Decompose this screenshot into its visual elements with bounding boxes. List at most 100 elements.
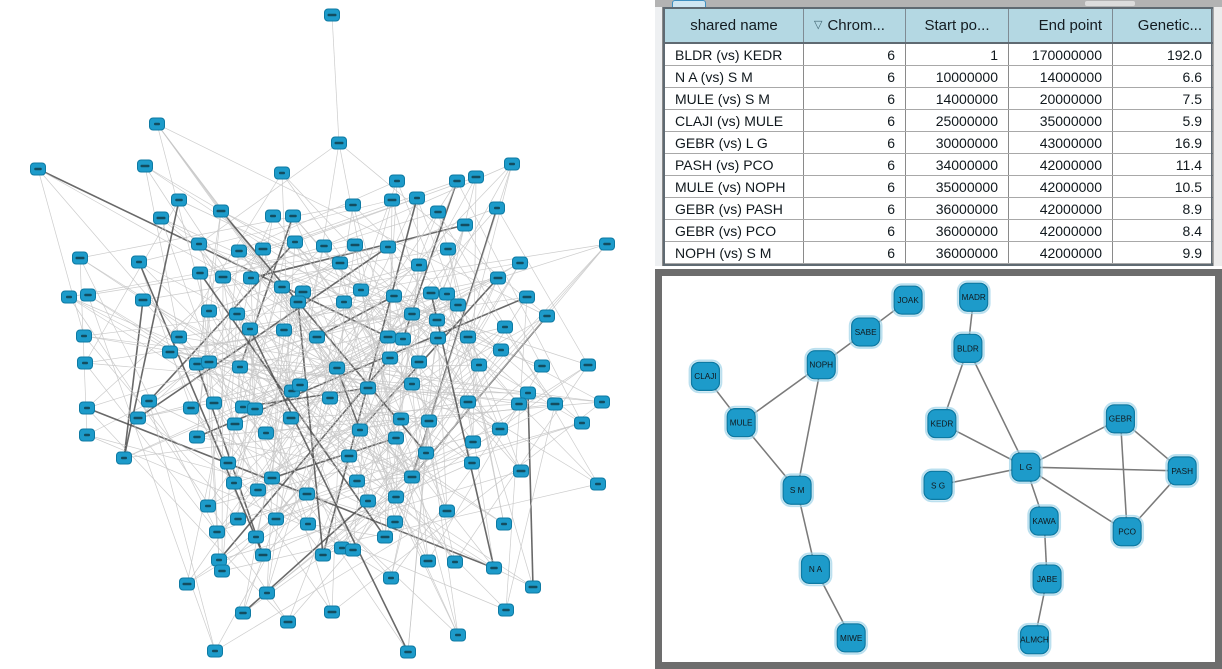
network-node[interactable] [347,238,363,252]
column-header[interactable]: Genetic... [1113,9,1213,42]
table-cell[interactable]: 36000000 [906,198,1009,219]
network-node-kawa[interactable]: KAWA [1027,504,1062,538]
table-cell[interactable]: 8.9 [1113,198,1213,219]
network-node-sg[interactable]: S G [921,468,955,503]
horizontal-scrollbar-thumb[interactable] [1085,1,1135,6]
network-node[interactable] [423,286,439,300]
network-node[interactable] [207,644,223,658]
network-node[interactable] [468,170,484,184]
table-row[interactable]: NOPH (vs) S M 6 36000000 42000000 9.9 [665,242,1213,264]
network-node[interactable] [295,285,311,299]
network-node[interactable] [72,251,88,265]
network-node[interactable] [283,411,299,425]
network-node[interactable] [209,525,225,539]
table-cell[interactable]: 43000000 [1009,132,1113,153]
table-cell[interactable]: 10000000 [906,66,1009,87]
table-row[interactable]: GEBR (vs) PCO 6 36000000 42000000 8.4 [665,220,1213,242]
network-edge[interactable] [967,348,1027,468]
table-cell[interactable]: N A (vs) S M [665,66,804,87]
network-node[interactable] [179,577,195,591]
table-cell[interactable]: 36000000 [906,220,1009,241]
network-node[interactable] [420,554,436,568]
network-node[interactable] [590,477,606,491]
network-node[interactable] [171,330,187,344]
network-node[interactable] [520,386,536,400]
network-node[interactable] [388,431,404,445]
network-node-jabe[interactable]: JABE [1030,562,1064,596]
network-node[interactable] [131,255,147,269]
network-node[interactable] [77,356,93,370]
network-node-sabe[interactable]: SABE [848,315,883,349]
network-node[interactable] [76,329,92,343]
table-cell[interactable]: 34000000 [906,154,1009,175]
table-row[interactable]: CLAJI (vs) MULE 6 25000000 35000000 5.9 [665,110,1213,132]
network-node[interactable] [189,357,205,371]
network-node[interactable] [280,615,296,629]
network-node-bldr[interactable]: BLDR [951,331,985,366]
network-node[interactable] [418,446,434,460]
table-cell[interactable]: 11.4 [1113,154,1213,175]
network-node[interactable] [580,358,596,372]
table-cell[interactable]: 35000000 [1009,110,1113,131]
column-header[interactable]: End point [1009,9,1113,42]
table-cell[interactable]: 6 [804,198,906,219]
network-node[interactable] [230,512,246,526]
network-node[interactable] [382,351,398,365]
network-node[interactable] [429,313,445,327]
network-node[interactable] [512,256,528,270]
network-node[interactable] [248,530,264,544]
network-node[interactable] [457,218,473,232]
network-node[interactable] [464,456,480,470]
network-node[interactable] [316,239,332,253]
table-cell[interactable]: 14000000 [1009,66,1113,87]
table-cell[interactable]: 6 [804,242,906,263]
table-cell[interactable]: MULE (vs) NOPH [665,176,804,197]
network-node[interactable] [450,628,466,642]
table-cell[interactable]: 42000000 [1009,154,1113,175]
network-node[interactable] [336,295,352,309]
table-cell[interactable]: GEBR (vs) L G [665,132,804,153]
network-node[interactable] [383,571,399,585]
network-node[interactable] [421,414,437,428]
network-node[interactable] [460,395,476,409]
network-node[interactable] [439,287,455,301]
network-node[interactable] [387,515,403,529]
table-cell[interactable]: 6 [804,44,906,65]
table-cell[interactable]: 14000000 [906,88,1009,109]
network-node[interactable] [493,343,509,357]
table-panel-tab[interactable] [672,0,706,7]
column-header[interactable]: Start po... [906,9,1009,42]
network-edge[interactable] [1025,466,1128,533]
network-node-pash[interactable]: PASH [1165,454,1200,488]
network-node-pco[interactable]: PCO [1110,514,1145,549]
network-node[interactable] [388,490,404,504]
network-node[interactable] [440,242,456,256]
network-node[interactable] [324,8,340,22]
table-cell[interactable]: BLDR (vs) KEDR [665,44,804,65]
network-node[interactable] [360,494,376,508]
table-cell[interactable]: 6 [804,220,906,241]
network-node-miwe[interactable]: MIWE [834,620,869,655]
table-cell[interactable]: PASH (vs) PCO [665,154,804,175]
table-cell[interactable]: 6 [804,66,906,87]
table-cell[interactable]: 30000000 [906,132,1009,153]
network-node[interactable] [79,428,95,442]
network-node[interactable] [141,394,157,408]
table-cell[interactable]: 5.9 [1113,110,1213,131]
network-node[interactable] [285,209,301,223]
table-cell[interactable]: 6 [804,110,906,131]
network-node[interactable] [213,204,229,218]
network-node-kedr[interactable]: KEDR [924,406,959,441]
network-node[interactable] [322,391,338,405]
network-node[interactable] [471,358,487,372]
table-cell[interactable]: 6 [804,132,906,153]
network-node-joak[interactable]: JOAK [891,283,925,318]
network-node[interactable] [519,290,535,304]
table-row[interactable]: N A (vs) S M 6 10000000 14000000 6.6 [665,66,1213,88]
table-row[interactable]: PASH (vs) PCO 6 34000000 42000000 11.4 [665,154,1213,176]
table-cell[interactable]: CLAJI (vs) MULE [665,110,804,131]
network-node[interactable] [300,517,316,531]
network-node[interactable] [299,487,315,501]
network-node-madr[interactable]: MADR [956,280,991,315]
table-cell[interactable]: 170000000 [1009,44,1113,65]
